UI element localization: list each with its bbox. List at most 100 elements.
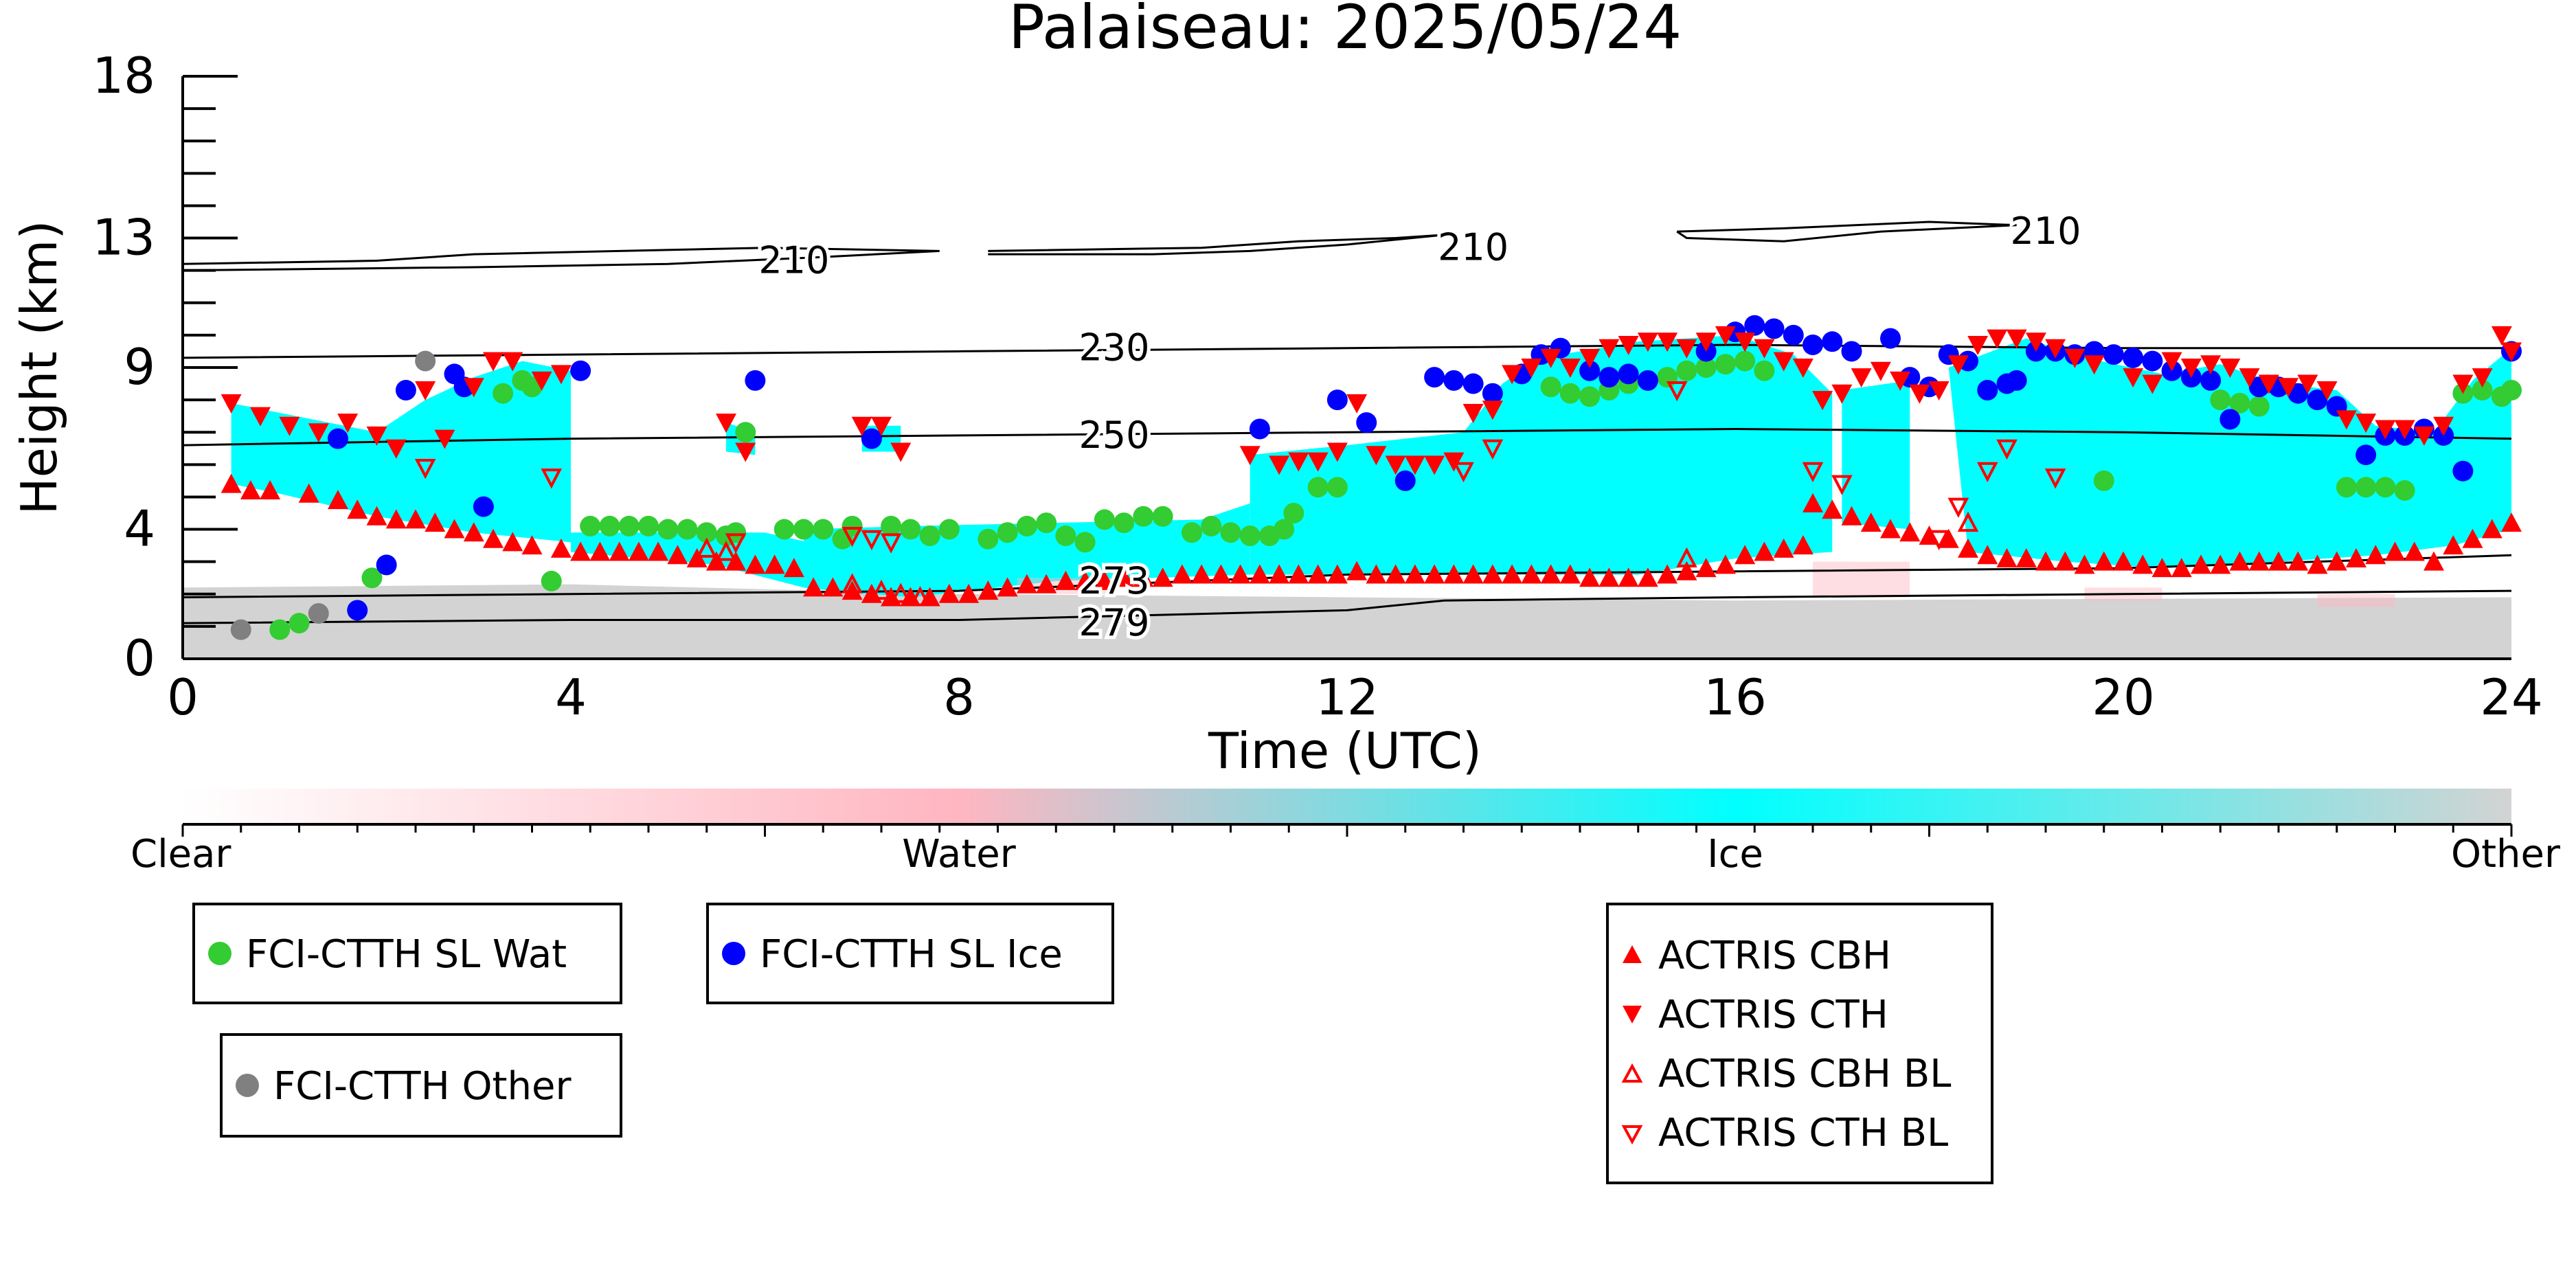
point-actris-cth — [337, 414, 359, 433]
legend-box-ice: FCI-CTTH SL Ice — [706, 903, 1114, 1004]
point-fci-ctth-sl-wat — [1094, 509, 1115, 530]
point-actris-cbh — [1307, 564, 1329, 584]
legend-marker-ice — [722, 942, 745, 965]
point-actris-cth — [1890, 371, 1911, 391]
point-actris-cth — [2006, 329, 2027, 349]
point-actris-cth — [1676, 339, 1697, 359]
colorbar-label-ice: Ice — [1707, 832, 1763, 877]
point-actris-cth — [2219, 359, 2241, 378]
contour-line-279 — [183, 589, 2511, 624]
point-actris-cth — [2045, 339, 2066, 359]
background-region — [1250, 335, 1833, 575]
point-actris-cth — [463, 378, 484, 398]
point-actris-cth — [1715, 326, 1736, 346]
point-actris-cbh — [1036, 574, 1057, 594]
point-fci-ctth-sl-ice — [328, 428, 348, 449]
point-actris-cth — [2501, 342, 2522, 362]
point-actris-cbh — [2191, 554, 2211, 574]
point-actris-cth — [2316, 381, 2338, 400]
point-actris-cth-bl — [1666, 381, 1688, 402]
point-actris-cbh — [1366, 564, 1387, 584]
point-fci-ctth-sl-wat — [2248, 396, 2270, 417]
point-actris-cbh — [1657, 564, 1678, 584]
point-actris-cbh-bl — [1957, 511, 1979, 532]
point-actris-cth — [1695, 332, 1717, 352]
point-fci-ctth-sl-wat — [1036, 512, 1057, 534]
point-actris-cbh — [958, 583, 980, 603]
point-actris-cbh — [609, 541, 630, 561]
point-fci-ctth-sl-wat — [997, 522, 1018, 543]
point-actris-cth — [1947, 355, 1969, 375]
point-actris-cbh — [2268, 551, 2289, 571]
point-actris-cth — [716, 414, 736, 433]
point-actris-cth — [1366, 446, 1387, 466]
point-actris-cth — [1967, 336, 1989, 356]
point-fci-ctth-sl-wat — [1735, 350, 1756, 372]
point-actris-cbh — [1792, 535, 1814, 555]
point-fci-ctth-sl-ice — [1803, 335, 1823, 356]
point-actris-cbh — [2404, 541, 2425, 561]
point-actris-cth-bl — [880, 533, 902, 554]
contour-label-250: 250 — [1078, 414, 1149, 457]
point-fci-ctth-other — [308, 603, 329, 624]
legend-marker-cbh-bl — [1621, 1063, 1643, 1083]
point-actris-cbh — [2287, 551, 2309, 571]
point-fci-ctth-sl-wat — [938, 519, 960, 540]
point-fci-ctth-sl-wat — [813, 519, 834, 540]
point-fci-ctth-sl-ice — [2123, 347, 2144, 368]
point-fci-ctth-sl-ice — [2355, 444, 2377, 466]
point-fci-ctth-sl-ice — [1783, 324, 1804, 346]
point-fci-ctth-sl-ice — [376, 554, 397, 576]
point-fci-ctth-sl-wat — [638, 515, 659, 536]
contour-line-210 — [988, 234, 1445, 256]
point-fci-ctth-sl-ice — [745, 370, 766, 391]
point-fci-ctth-sl-ice — [861, 428, 882, 449]
point-actris-cbh — [628, 541, 649, 561]
point-actris-cth — [2355, 414, 2377, 433]
point-fci-ctth-sl-ice — [347, 600, 368, 621]
point-actris-cth — [2200, 355, 2222, 375]
contour-line-210 — [183, 247, 940, 272]
point-actris-cth — [1618, 336, 1639, 356]
point-actris-cbh — [1074, 570, 1096, 590]
point-fci-ctth-sl-ice — [2219, 409, 2241, 430]
point-actris-cbh — [1637, 567, 1658, 587]
point-actris-cth — [2336, 410, 2357, 430]
point-actris-cbh — [221, 473, 242, 493]
point-actris-cbh — [667, 545, 688, 565]
point-actris-cbh — [2248, 551, 2270, 571]
point-actris-cth — [250, 407, 271, 427]
point-fci-ctth-sl-wat — [1133, 506, 1154, 527]
point-actris-cbh — [2074, 554, 2095, 574]
point-fci-ctth-sl-wat — [2336, 477, 2357, 498]
point-fci-ctth-sl-ice — [1618, 363, 1639, 385]
point-fci-ctth-sl-ice — [1744, 315, 1765, 336]
point-actris-cbh — [686, 547, 708, 567]
point-fci-ctth-sl-ice — [473, 496, 494, 517]
point-actris-cbh — [347, 499, 368, 519]
point-actris-cth — [1404, 455, 1425, 475]
point-actris-cbh — [2424, 551, 2444, 571]
point-fci-ctth-sl-wat — [1754, 360, 1775, 381]
y-tick-label: 13 — [92, 209, 155, 267]
point-actris-cth — [279, 416, 300, 436]
point-actris-cth — [434, 429, 455, 449]
point-actris-cbh — [2035, 551, 2056, 571]
point-fci-ctth-sl-ice — [2307, 389, 2328, 411]
point-actris-cth-bl — [1831, 475, 1853, 495]
point-fci-ctth-sl-ice — [2200, 370, 2222, 391]
point-actris-cth — [2258, 374, 2279, 394]
point-actris-cbh — [1880, 519, 1901, 539]
point-actris-cbh — [2113, 551, 2134, 571]
point-fci-ctth-sl-wat — [1274, 519, 1295, 540]
point-actris-cth — [1773, 352, 1794, 372]
point-fci-ctth-sl-wat — [793, 519, 814, 540]
legend-label-cth: ACTRIS CTH — [1658, 993, 1888, 1037]
point-actris-cbh — [298, 483, 319, 503]
point-actris-cth — [2083, 355, 2105, 375]
point-fci-ctth-sl-wat — [1283, 503, 1304, 523]
point-actris-cth — [1443, 452, 1465, 472]
point-fci-ctth-sl-wat — [735, 422, 756, 443]
point-fci-ctth-sl-wat — [900, 519, 921, 540]
point-actris-cth — [1812, 391, 1833, 411]
